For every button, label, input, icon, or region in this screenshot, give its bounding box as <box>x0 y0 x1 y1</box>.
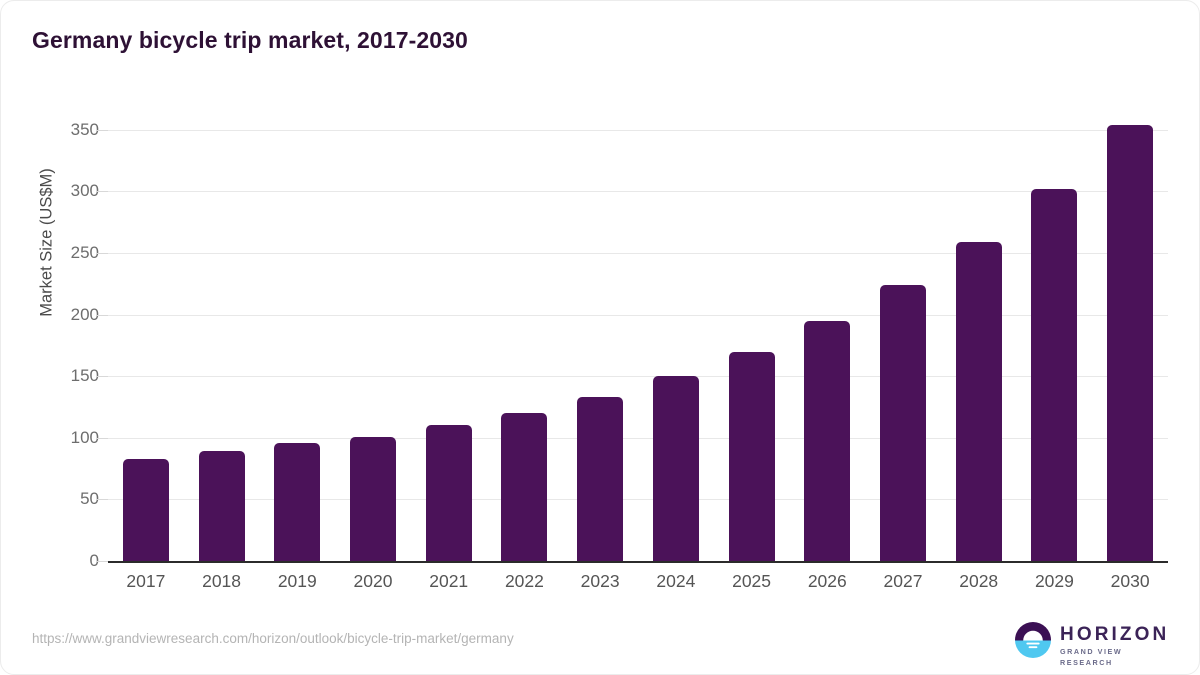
y-axis-tick-mark <box>96 499 108 501</box>
y-axis-tick-label: 350 <box>70 119 99 139</box>
page-title: Germany bicycle trip market, 2017-2030 <box>32 27 468 53</box>
y-axis-tick-label: 200 <box>70 304 99 324</box>
bar[interactable] <box>350 436 396 561</box>
horizon-logo: HORIZON GRAND VIEW RESEARCH <box>1014 619 1166 667</box>
bar[interactable] <box>880 284 926 561</box>
x-axis-tick-label: 2030 <box>1110 571 1150 591</box>
gridline <box>108 191 1168 193</box>
x-axis-tick-label: 2022 <box>504 571 544 591</box>
x-axis-tick-label: 2019 <box>277 571 317 591</box>
horizon-sun-circle-icon <box>1015 622 1051 658</box>
x-axis-tick-label: 2029 <box>1034 571 1074 591</box>
bar-series: 2017 2018 2019 2020 2021 2022 2023 2024 2025 2026… <box>108 1 1168 674</box>
bar[interactable] <box>652 376 699 561</box>
x-axis-tick-label: 2026 <box>807 571 847 591</box>
x-axis-line <box>108 561 1168 563</box>
bar[interactable] <box>425 425 472 561</box>
gridline <box>108 499 1168 501</box>
y-axis-tick-mark <box>96 314 108 316</box>
x-axis-tick-label: 2017 <box>126 571 166 591</box>
bar[interactable] <box>122 458 169 561</box>
bar[interactable] <box>1031 188 1078 561</box>
y-axis-tick-mark <box>96 376 108 378</box>
y-axis-tick-label: 50 <box>80 489 99 509</box>
y-axis-tick-label: 300 <box>70 181 99 201</box>
y-axis-tick-labels: 0 50 100 150 200 250 300 350 <box>21 1 99 674</box>
bar[interactable] <box>804 320 851 561</box>
x-axis-tick-label: 2020 <box>353 571 393 591</box>
y-axis-tick-label: 150 <box>70 366 99 386</box>
gridline <box>108 437 1168 439</box>
bar[interactable] <box>955 241 1002 561</box>
y-axis-tick-mark <box>96 129 108 131</box>
y-axis-tick-label: 0 <box>89 551 99 570</box>
bar[interactable] <box>501 413 548 561</box>
logo-tagline: GRAND VIEW RESEARCH <box>1060 647 1123 667</box>
gridline <box>108 376 1168 378</box>
y-axis-tick-label: 250 <box>70 242 99 262</box>
logo-wordmark: HORIZON <box>1060 624 1170 645</box>
bar[interactable] <box>577 397 624 561</box>
chart-gridlines <box>96 1 1168 674</box>
x-axis-tick-label: 2018 <box>202 571 242 591</box>
bar[interactable] <box>1107 124 1154 561</box>
y-axis-tick-label: 100 <box>70 427 99 447</box>
source-url-label: https://www.grandviewresearch.com/horizo… <box>32 631 514 646</box>
gridline <box>108 314 1168 316</box>
logo-text-block: HORIZON GRAND VIEW RESEARCH <box>1060 625 1169 668</box>
bar[interactable] <box>274 442 321 561</box>
y-axis-tick-mark <box>96 191 108 193</box>
x-axis-tick-label: 2025 <box>732 571 772 591</box>
x-axis-tick-label: 2023 <box>580 571 620 591</box>
bar[interactable] <box>198 451 245 561</box>
bar[interactable] <box>728 351 775 561</box>
gridline <box>108 129 1168 131</box>
x-axis-tick-label: 2028 <box>959 571 999 591</box>
y-axis-tick-mark <box>96 252 108 254</box>
gridline <box>108 252 1168 254</box>
x-axis-tick-label: 2024 <box>656 571 696 591</box>
y-axis-tick-mark <box>96 561 108 562</box>
x-axis-tick-label: 2021 <box>429 571 469 591</box>
y-axis-tick-mark <box>96 437 108 439</box>
x-axis-tick-label: 2027 <box>883 571 923 591</box>
